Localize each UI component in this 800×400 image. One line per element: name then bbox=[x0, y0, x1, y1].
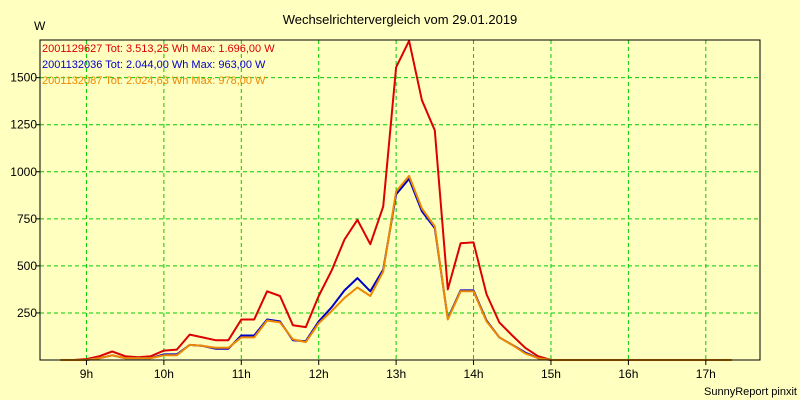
y-tick-label: 1500 bbox=[10, 71, 37, 85]
y-tick-label: 250 bbox=[17, 306, 37, 320]
legend-entry-1: 2001129627 Tot: 3.513,25 Wh Max: 1.696,0… bbox=[42, 43, 275, 55]
x-tick-label: 17h bbox=[696, 367, 716, 381]
x-tick-label: 13h bbox=[386, 367, 406, 381]
y-tick-label: 1000 bbox=[10, 165, 37, 179]
y-tick-label: 1250 bbox=[10, 118, 37, 132]
y-axis-label: W bbox=[34, 19, 46, 33]
legend: 2001129627 Tot: 3.513,25 Wh Max: 1.696,0… bbox=[42, 43, 275, 87]
y-tick-label: 500 bbox=[17, 259, 37, 273]
x-tick-label: 14h bbox=[464, 367, 484, 381]
legend-entry-3: 2001132087 Tot: 2.024,63 Wh Max: 978,00 … bbox=[42, 75, 266, 87]
x-tick-label: 15h bbox=[541, 367, 561, 381]
x-tick-label: 10h bbox=[154, 367, 174, 381]
x-tick-label: 9h bbox=[80, 367, 93, 381]
grid-lines bbox=[40, 40, 760, 360]
plot-area bbox=[40, 40, 760, 360]
y-tick-label: 750 bbox=[17, 212, 37, 226]
legend-entry-2: 2001132036 Tot: 2.044,00 Wh Max: 963,00 … bbox=[42, 59, 266, 71]
axis-ticks: 9h 10h 11h 12h 13h 14h 15h 16h 17h 250 500 750 1000 1… bbox=[10, 71, 716, 381]
x-tick-label: 12h bbox=[309, 367, 329, 381]
chart-title: Wechselrichtervergleich vom 29.01.2019 bbox=[283, 12, 518, 27]
plot-frame bbox=[39, 39, 761, 361]
x-tick-label: 11h bbox=[232, 367, 251, 381]
footer-credit: SunnyReport pinxit bbox=[704, 386, 797, 398]
x-tick-label: 16h bbox=[618, 367, 638, 381]
